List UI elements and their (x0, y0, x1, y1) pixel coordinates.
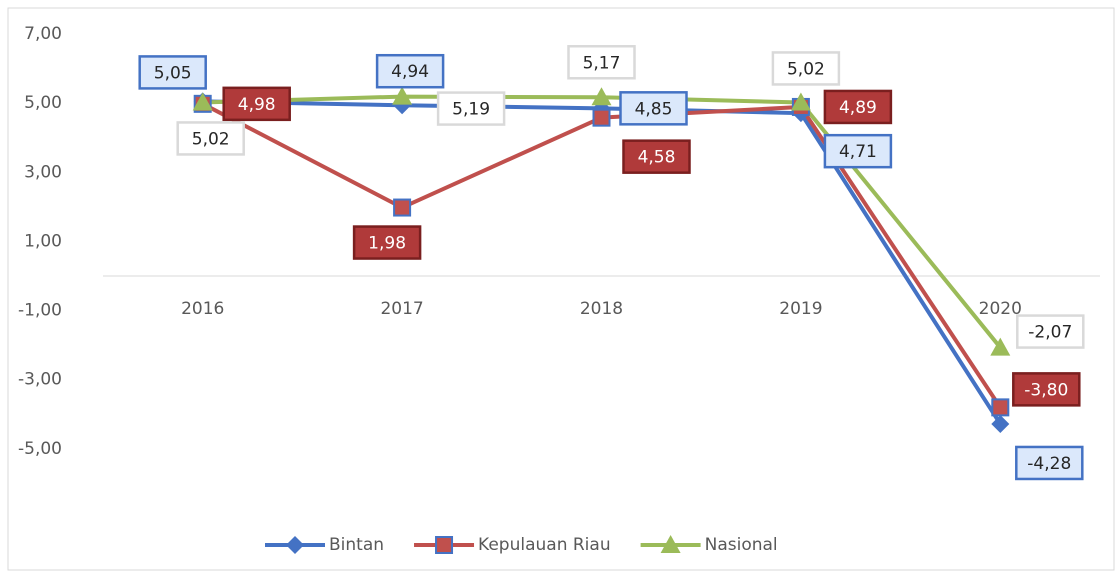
point-marker (591, 87, 612, 106)
value-label: 4,85 (635, 99, 673, 119)
point-marker (990, 337, 1011, 356)
legend-marker (435, 536, 454, 554)
y-tick-label: -1,00 (18, 301, 62, 321)
value-label-box (222, 86, 291, 122)
chart-border (7, 7, 1115, 571)
legend-label: Kepulauan Riau (478, 535, 611, 555)
x-tick-label: 2018 (580, 299, 623, 319)
value-label-box (823, 89, 893, 125)
value-label-box (176, 121, 245, 156)
value-label-box (138, 55, 207, 90)
value-label-box (375, 53, 445, 89)
value-label: 5,02 (787, 59, 825, 79)
point-marker (192, 92, 213, 111)
x-tick-label: 2017 (380, 299, 423, 319)
point-marker (393, 198, 412, 217)
x-tick-label: 2016 (181, 299, 224, 319)
point-marker (790, 92, 811, 111)
point-marker (392, 86, 413, 105)
value-label-box (622, 139, 691, 174)
value-label: -2,07 (1028, 323, 1072, 343)
legend-label: Nasional (705, 535, 778, 555)
y-tick-label: 1,00 (24, 231, 62, 251)
x-tick-label: 2020 (979, 299, 1022, 319)
value-label-box (619, 91, 688, 126)
point-marker (991, 398, 1010, 417)
value-label: -3,80 (1024, 380, 1068, 400)
value-label-box (1015, 445, 1084, 481)
point-marker (592, 108, 611, 127)
value-label-box (352, 225, 422, 260)
value-label-box (1016, 314, 1085, 349)
x-tick-label: 2019 (779, 299, 822, 319)
value-label: 4,98 (238, 95, 276, 115)
value-label: 4,89 (839, 98, 877, 118)
value-label-box (771, 51, 841, 86)
y-tick-label: 7,00 (24, 24, 62, 44)
value-label: 5,17 (583, 53, 621, 73)
y-tick-label: -5,00 (18, 439, 62, 459)
value-label: 5,02 (192, 129, 230, 149)
value-label: 4,58 (638, 148, 676, 168)
value-label: 5,05 (154, 63, 192, 83)
value-label-box (823, 133, 893, 169)
value-label: 4,71 (839, 142, 877, 162)
value-label: 1,98 (368, 234, 406, 254)
point-marker (991, 414, 1010, 433)
legend-label: Bintan (329, 535, 384, 555)
value-label-box (567, 45, 636, 80)
y-tick-label: -3,00 (18, 370, 62, 390)
value-label: -4,28 (1027, 454, 1071, 474)
value-label-box (1012, 372, 1081, 407)
y-tick-label: 3,00 (24, 162, 62, 182)
value-label-box (436, 91, 506, 126)
y-tick-label: 5,00 (24, 93, 62, 113)
legend-marker (660, 535, 681, 553)
value-label: 5,19 (452, 100, 490, 120)
value-label: 4,94 (391, 62, 429, 82)
legend-marker (286, 536, 304, 554)
